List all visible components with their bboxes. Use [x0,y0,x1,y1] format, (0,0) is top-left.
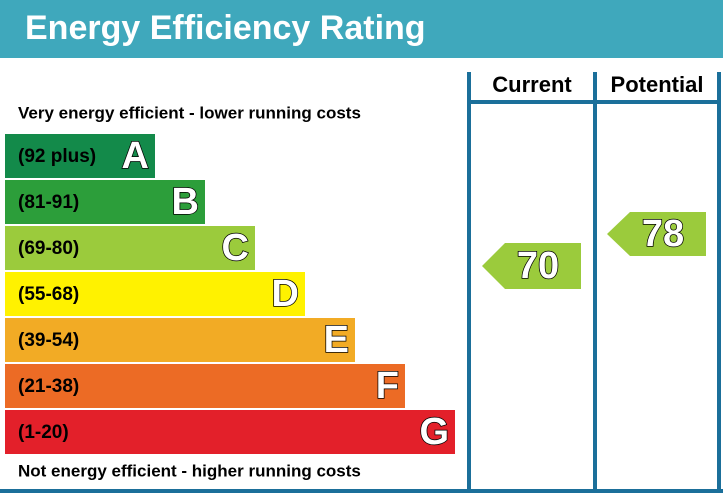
band [5,134,155,178]
potential-value: 78 [642,213,684,255]
band-range: (1-20) [18,422,69,443]
band-letter: D [272,273,299,315]
band [5,364,405,408]
band-range: (55-68) [18,284,79,305]
band-range: (81-91) [18,192,79,213]
band-letter: A [122,135,149,177]
top-note: Very energy efficient - lower running co… [18,103,361,122]
band-range: (39-54) [18,330,79,351]
band-range: (21-38) [18,376,79,397]
band-letter: E [324,319,349,361]
potential-arrow [607,212,706,256]
table-lines [0,72,723,493]
band [5,226,255,270]
band-range: (69-80) [18,238,79,259]
band [5,272,305,316]
band [5,318,355,362]
band-letter: C [222,227,249,269]
title: Energy Efficiency Rating [25,9,426,47]
current-value: 70 [517,245,559,287]
bands: (92 plus) A (81-91) B (69-80) C (55-68) D (39-54… [5,134,455,454]
bottom-note: Not energy efficient - higher running co… [18,461,361,480]
band-letter: G [419,411,449,453]
band-letter: F [376,365,399,407]
band-letter: B [172,181,199,223]
current-arrow [482,243,581,289]
band-range: (92 plus) [18,146,96,167]
band [5,410,455,454]
title-bar [0,0,723,58]
column-header: Potential [611,72,704,97]
column-header: Current [492,72,572,97]
band [5,180,205,224]
